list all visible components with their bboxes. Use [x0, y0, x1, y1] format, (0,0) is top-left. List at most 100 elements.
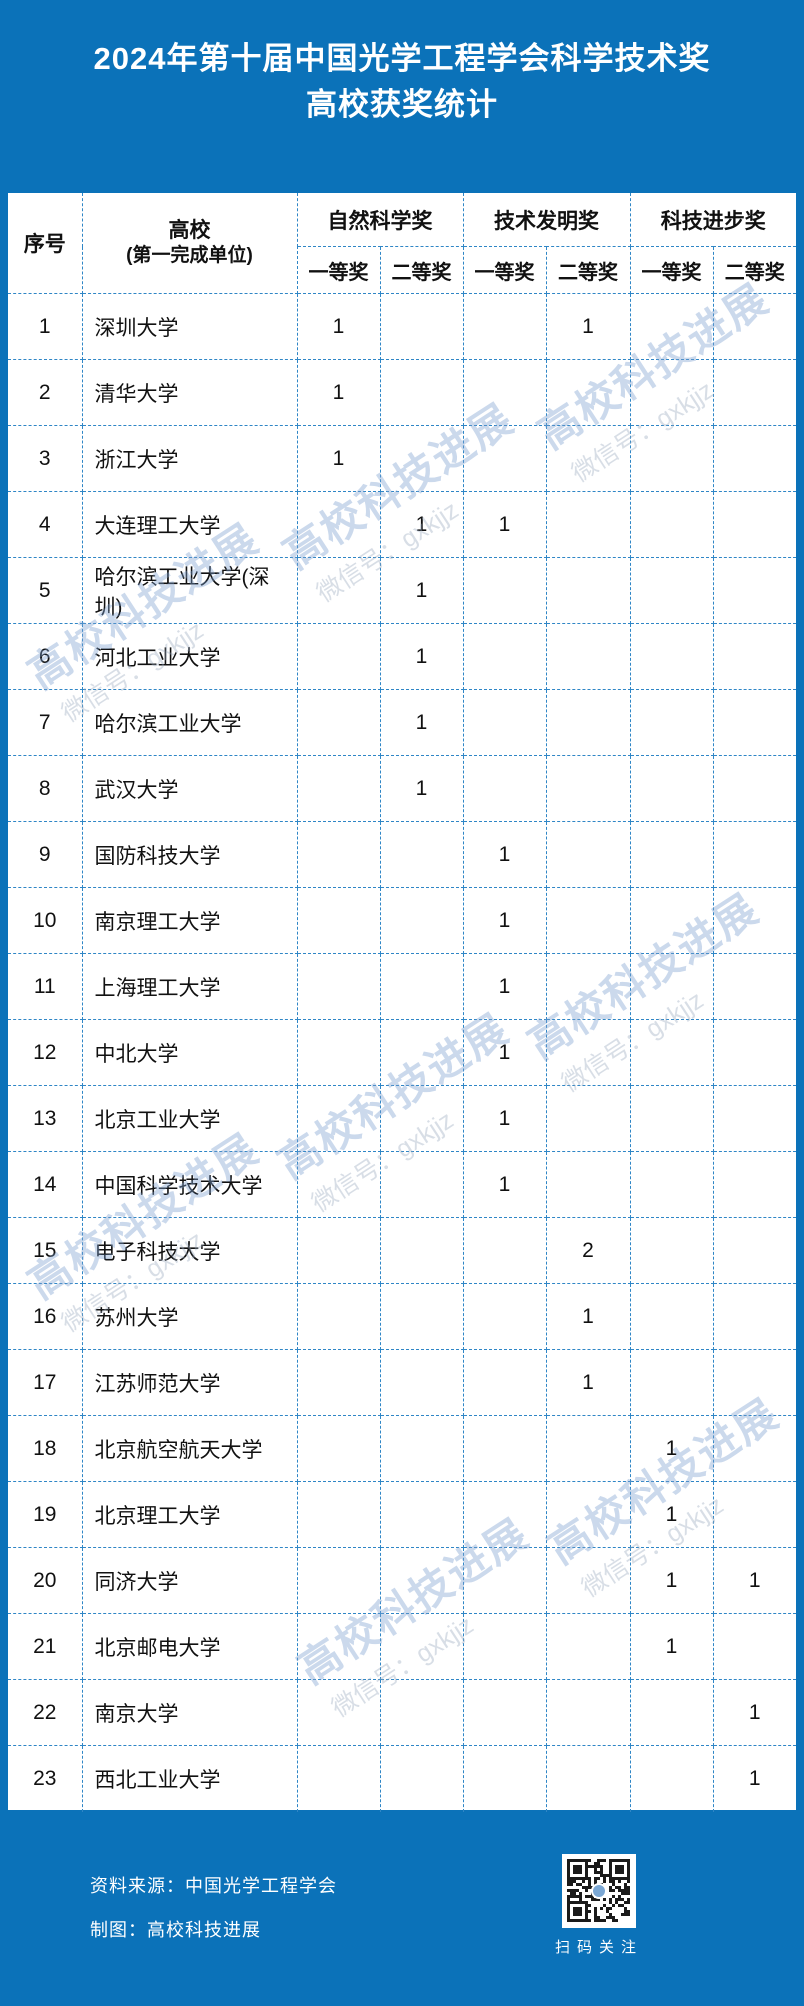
- tech-invention-second-prize-cell: [546, 425, 631, 492]
- tech-invention-first-prize-cell: 1: [463, 1151, 547, 1218]
- sci-tech-progress-second-prize-cell: [713, 1283, 796, 1350]
- row-index-cell: 6: [8, 623, 83, 690]
- row-index-cell: 14: [8, 1151, 83, 1218]
- university-name-cell: 江苏师范大学: [82, 1349, 298, 1416]
- natural-science-second-prize-cell: [380, 1481, 464, 1548]
- sci-tech-progress-second-prize-cell: [713, 1613, 796, 1680]
- sci-tech-progress-first-prize-cell: [630, 689, 714, 756]
- table-row: 12 中北大学 1: [8, 1019, 796, 1086]
- header-sub-first-prize: 一等奖: [463, 246, 547, 294]
- tech-invention-first-prize-cell: 1: [463, 953, 547, 1020]
- tech-invention-first-prize-cell: [463, 1679, 547, 1746]
- row-index-cell: 20: [8, 1547, 83, 1614]
- page-title-line2: 高校获奖统计: [306, 87, 498, 122]
- row-index-cell: 18: [8, 1415, 83, 1482]
- university-name-cell: 北京邮电大学: [82, 1613, 298, 1680]
- sci-tech-progress-first-prize-cell: [630, 1217, 714, 1284]
- row-index-cell: 11: [8, 953, 83, 1020]
- table-row: 8 武汉大学 1: [8, 755, 796, 822]
- sci-tech-progress-first-prize-cell: [630, 1085, 714, 1152]
- sci-tech-progress-second-prize-cell: [713, 689, 796, 756]
- table-row: 18 北京航空航天大学 1: [8, 1415, 796, 1482]
- sci-tech-progress-second-prize-cell: [713, 491, 796, 558]
- sci-tech-progress-second-prize-cell: 1: [713, 1679, 796, 1746]
- tech-invention-first-prize-cell: [463, 1613, 547, 1680]
- natural-science-first-prize-cell: [297, 1085, 381, 1152]
- header-university-line2: (第一完成单位): [126, 245, 253, 266]
- tech-invention-first-prize-cell: [463, 623, 547, 690]
- header-sub-second-prize: 二等奖: [380, 246, 464, 294]
- natural-science-first-prize-cell: [297, 1415, 381, 1482]
- row-index-cell: 15: [8, 1217, 83, 1284]
- row-index-cell: 19: [8, 1481, 83, 1548]
- tech-invention-first-prize-cell: 1: [463, 1019, 547, 1086]
- row-index-cell: 23: [8, 1745, 83, 1812]
- table-row: 23 西北工业大学 1: [8, 1745, 796, 1812]
- natural-science-second-prize-cell: [380, 887, 464, 954]
- natural-science-first-prize-cell: [297, 953, 381, 1020]
- qr-code: [562, 1854, 636, 1928]
- natural-science-second-prize-cell: [380, 1547, 464, 1614]
- row-index-cell: 22: [8, 1679, 83, 1746]
- tech-invention-first-prize-cell: [463, 425, 547, 492]
- university-name-cell: 大连理工大学: [82, 491, 298, 558]
- row-index-cell: 7: [8, 689, 83, 756]
- natural-science-second-prize-cell: [380, 1151, 464, 1218]
- university-name-cell: 北京理工大学: [82, 1481, 298, 1548]
- natural-science-second-prize-cell: [380, 1415, 464, 1482]
- sci-tech-progress-second-prize-cell: [713, 1481, 796, 1548]
- tech-invention-first-prize-cell: [463, 557, 547, 624]
- tech-invention-first-prize-cell: [463, 1349, 547, 1416]
- row-index-cell: 9: [8, 821, 83, 888]
- sci-tech-progress-second-prize-cell: 1: [713, 1547, 796, 1614]
- natural-science-first-prize-cell: [297, 491, 381, 558]
- university-name-cell: 河北工业大学: [82, 623, 298, 690]
- natural-science-second-prize-cell: [380, 1019, 464, 1086]
- tech-invention-second-prize-cell: 1: [546, 1283, 631, 1350]
- table-row: 3 浙江大学 1: [8, 425, 796, 492]
- tech-invention-second-prize-cell: [546, 887, 631, 954]
- header-university-line1: 高校: [168, 219, 211, 242]
- tech-invention-second-prize-cell: [546, 1085, 631, 1152]
- tech-invention-first-prize-cell: 1: [463, 491, 547, 558]
- natural-science-first-prize-cell: [297, 689, 381, 756]
- row-index-cell: 21: [8, 1613, 83, 1680]
- tech-invention-first-prize-cell: [463, 689, 547, 756]
- natural-science-first-prize-cell: [297, 623, 381, 690]
- tech-invention-second-prize-cell: [546, 1613, 631, 1680]
- header-sub-first-prize: 一等奖: [297, 246, 381, 294]
- tech-invention-first-prize-cell: [463, 1481, 547, 1548]
- table-body: 1 深圳大学 1 1 2 清华大学 1 3 浙江大学 1 4 大连理工大学 1 …: [8, 293, 796, 1812]
- sci-tech-progress-second-prize-cell: [713, 1085, 796, 1152]
- natural-science-first-prize-cell: [297, 1481, 381, 1548]
- row-index-cell: 17: [8, 1349, 83, 1416]
- tech-invention-second-prize-cell: [546, 1415, 631, 1482]
- header-group-tech-invention: 技术发明奖: [463, 193, 631, 247]
- natural-science-first-prize-cell: [297, 1283, 381, 1350]
- university-name-cell: 电子科技大学: [82, 1217, 298, 1284]
- sci-tech-progress-first-prize-cell: [630, 1151, 714, 1218]
- table-row: 14 中国科学技术大学 1: [8, 1151, 796, 1218]
- tech-invention-second-prize-cell: [546, 359, 631, 426]
- tech-invention-second-prize-cell: [546, 755, 631, 822]
- natural-science-second-prize-cell: 1: [380, 689, 464, 756]
- row-index-cell: 2: [8, 359, 83, 426]
- university-name-cell: 哈尔滨工业大学: [82, 689, 298, 756]
- university-name-cell: 苏州大学: [82, 1283, 298, 1350]
- tech-invention-first-prize-cell: 1: [463, 887, 547, 954]
- table-row: 1 深圳大学 1 1: [8, 293, 796, 360]
- table-row: 4 大连理工大学 1 1: [8, 491, 796, 558]
- tech-invention-second-prize-cell: [546, 1679, 631, 1746]
- natural-science-first-prize-cell: [297, 755, 381, 822]
- university-name-cell: 南京大学: [82, 1679, 298, 1746]
- table-header: 序号 高校 (第一完成单位) 自然科学奖 技术发明奖 科技进步奖 一等奖 二等奖…: [8, 193, 796, 294]
- university-name-cell: 西北工业大学: [82, 1745, 298, 1812]
- sci-tech-progress-second-prize-cell: [713, 1019, 796, 1086]
- sci-tech-progress-second-prize-cell: [713, 1349, 796, 1416]
- sci-tech-progress-second-prize-cell: [713, 1217, 796, 1284]
- sci-tech-progress-first-prize-cell: 1: [630, 1415, 714, 1482]
- sci-tech-progress-first-prize-cell: 1: [630, 1547, 714, 1614]
- sci-tech-progress-first-prize-cell: [630, 821, 714, 888]
- natural-science-second-prize-cell: 1: [380, 491, 464, 558]
- natural-science-second-prize-cell: [380, 821, 464, 888]
